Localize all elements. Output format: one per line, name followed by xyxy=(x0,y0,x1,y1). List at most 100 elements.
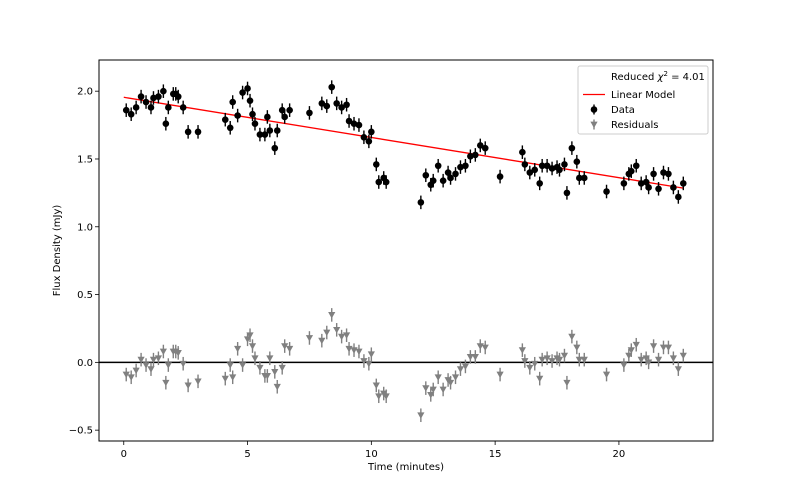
data-point xyxy=(239,89,246,96)
data-point xyxy=(343,101,350,109)
residual-point xyxy=(555,356,564,364)
residual-point xyxy=(142,362,150,369)
data-point xyxy=(286,106,293,114)
data-point xyxy=(251,120,259,128)
data-point xyxy=(496,173,504,180)
data-point xyxy=(147,104,155,111)
residual-point xyxy=(521,358,529,365)
residual-point xyxy=(538,356,546,364)
data-point xyxy=(132,104,140,111)
residual-point xyxy=(375,393,383,400)
data-point xyxy=(323,102,331,110)
residual-point xyxy=(496,371,504,379)
residual-point xyxy=(184,382,192,390)
residual-point xyxy=(669,355,677,362)
residual-point xyxy=(422,385,430,392)
data-point xyxy=(375,178,383,186)
data-point xyxy=(150,94,157,102)
residual-point xyxy=(365,360,373,368)
residual-point xyxy=(333,326,341,334)
residual-point xyxy=(281,343,289,350)
data-point xyxy=(221,116,229,123)
residual-point xyxy=(263,373,271,380)
data-point xyxy=(447,174,454,182)
residual-point xyxy=(154,355,163,362)
data-point xyxy=(165,104,172,111)
residual-point xyxy=(162,379,170,387)
residual-point xyxy=(664,344,673,352)
legend-residuals-swatch xyxy=(590,119,598,130)
residual-point xyxy=(563,379,571,387)
residual-point xyxy=(627,347,635,354)
residual-point xyxy=(137,356,145,364)
data-point xyxy=(271,144,279,152)
data-point xyxy=(350,120,358,128)
residual-point xyxy=(602,371,611,379)
data-point xyxy=(355,121,363,129)
legend-data-marker xyxy=(590,106,598,113)
residual-point xyxy=(149,356,158,364)
data-point xyxy=(179,104,187,111)
y-tick-label: 0.0 xyxy=(77,358,93,369)
y-tick-label: 0.5 xyxy=(77,290,93,301)
residual-point xyxy=(318,337,326,345)
residual-point xyxy=(461,363,470,371)
residual-point xyxy=(637,356,645,364)
data-point xyxy=(372,161,380,168)
data-point xyxy=(538,162,546,170)
data-point xyxy=(580,174,588,182)
data-point xyxy=(174,93,182,100)
legend-stat-power: 2 xyxy=(663,70,667,78)
residual-point xyxy=(305,335,314,342)
linear-model-line xyxy=(123,96,684,189)
residual-point xyxy=(439,386,447,394)
legend-model-label: Linear Model xyxy=(611,90,675,101)
data-point xyxy=(127,110,135,118)
data-point xyxy=(679,180,687,187)
residual-point xyxy=(367,351,375,358)
residual-point xyxy=(234,345,242,353)
y-tick-label: 1.0 xyxy=(77,222,93,233)
plot-area xyxy=(99,80,713,423)
data-point xyxy=(261,131,269,138)
data-series xyxy=(122,80,687,210)
residual-point xyxy=(560,352,569,360)
data-point xyxy=(519,148,526,156)
residual-point xyxy=(573,344,581,352)
residual-point xyxy=(417,412,425,419)
residual-point xyxy=(221,375,229,383)
data-point xyxy=(457,163,464,171)
data-point xyxy=(573,158,581,165)
data-point xyxy=(229,98,236,106)
residuals-series xyxy=(122,308,687,423)
data-point xyxy=(531,166,539,174)
legend-stat-value: = 4.01 xyxy=(668,72,705,83)
data-point xyxy=(655,185,662,193)
data-point xyxy=(338,104,345,111)
x-tick-label: 15 xyxy=(489,449,502,460)
data-point xyxy=(318,100,326,107)
data-point xyxy=(452,170,459,178)
residual-point xyxy=(382,393,390,400)
y-axis: −0.5 0.0 0.5 1.0 1.5 2.0 xyxy=(69,87,99,437)
residual-point xyxy=(679,352,687,360)
residual-point xyxy=(132,367,140,375)
x-tick-label: 5 xyxy=(244,449,250,460)
residual-point xyxy=(543,355,551,362)
residual-point xyxy=(531,360,539,368)
data-point xyxy=(142,98,150,106)
data-point xyxy=(603,188,610,195)
residual-point xyxy=(466,354,474,361)
residual-point xyxy=(271,368,279,376)
data-point xyxy=(234,112,241,119)
data-point xyxy=(281,113,288,121)
residual-point xyxy=(179,360,187,368)
data-point xyxy=(368,128,375,136)
legend: Reduced χ2 = 4.01 Linear Model Data Resi… xyxy=(577,65,709,135)
data-point xyxy=(536,180,543,187)
data-point xyxy=(382,178,390,186)
y-tick-label: 1.5 xyxy=(77,154,93,165)
data-point xyxy=(476,142,484,149)
data-point xyxy=(345,117,353,125)
